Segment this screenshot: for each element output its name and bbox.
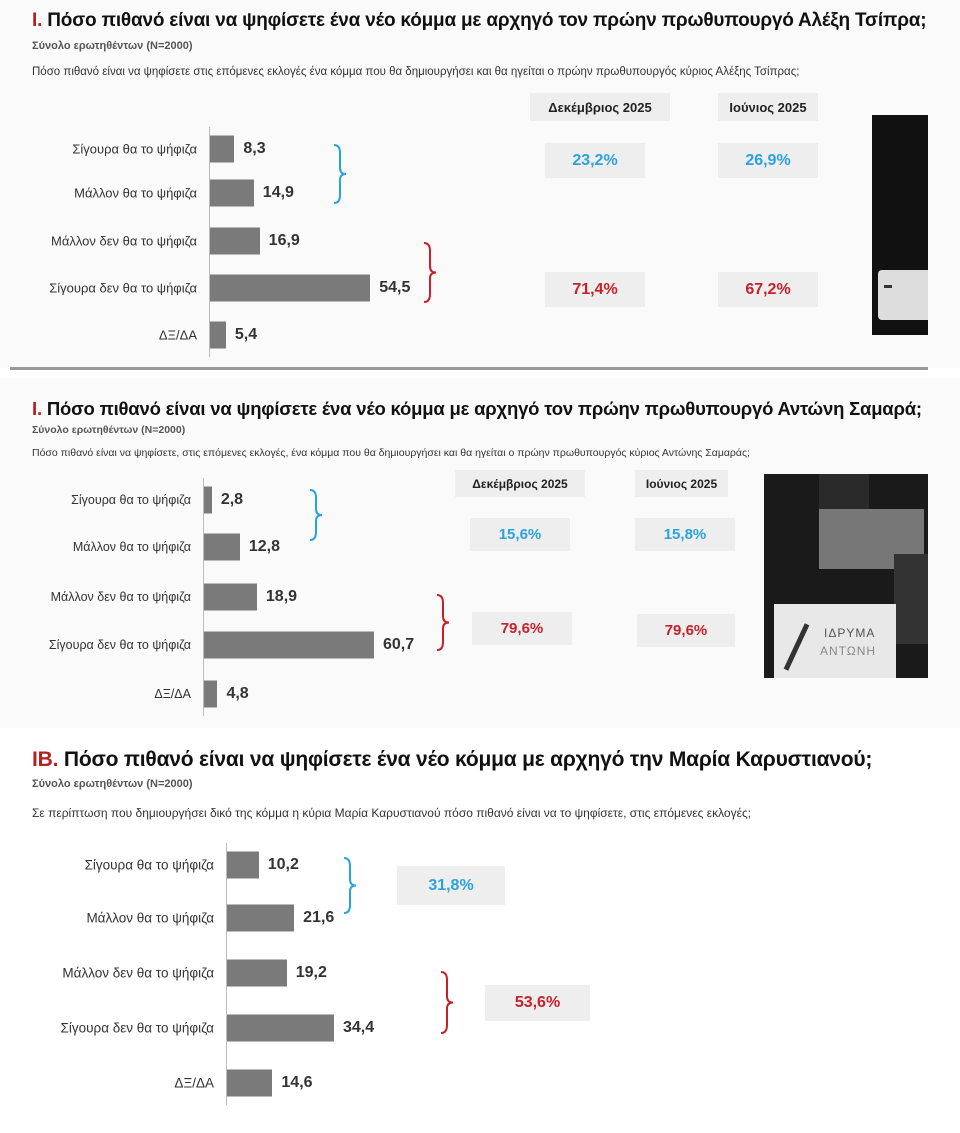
column-header-dec: Δεκέμβριος 2025 bbox=[530, 93, 670, 121]
summary-negative-jun: 67,2% bbox=[718, 272, 818, 307]
brace-positive bbox=[309, 489, 323, 541]
data-label: 34,4 bbox=[342, 1019, 375, 1036]
chart-subtitle: Σύνολο ερωτηθέντων (N=2000) bbox=[32, 778, 193, 790]
chart-subtitle: Σύνολο ερωτηθέντων (N=2000) bbox=[32, 40, 193, 52]
bar bbox=[204, 631, 374, 659]
chart-title: I. Πόσο πιθανό είναι να ψηφίσετε ένα νέο… bbox=[32, 398, 922, 419]
brace-negative bbox=[423, 242, 437, 303]
category-axis bbox=[203, 478, 204, 716]
category-label: ΔΞ/ΔΑ bbox=[174, 1075, 214, 1091]
brace-positive bbox=[343, 857, 357, 914]
data-label: 8,3 bbox=[243, 140, 266, 157]
question-text: Πόσο πιθανό είναι να ψηφίσετε στις επόμε… bbox=[32, 66, 800, 78]
bar bbox=[227, 959, 287, 987]
question-text: Σε περίπτωση που δημιουργήσει δικό της κ… bbox=[32, 806, 752, 820]
bar bbox=[210, 227, 260, 255]
chart-subtitle: Σύνολο ερωτηθέντων (N=2000) bbox=[32, 424, 186, 436]
category-label: Μάλλον θα το ψήφιζα bbox=[72, 540, 191, 554]
category-label: Σίγουρα δεν θα το ψήφιζα bbox=[60, 1020, 214, 1036]
data-label: 21,6 bbox=[303, 909, 335, 926]
photo-tsipras bbox=[872, 115, 928, 335]
category-axis bbox=[209, 127, 210, 357]
column-header-dec: Δεκέμβριος 2025 bbox=[455, 470, 585, 497]
category-label: Μάλλον δεν θα το ψήφιζα bbox=[51, 233, 197, 249]
data-label: 12,8 bbox=[248, 538, 280, 555]
category-label: Μάλλον θα το ψήφιζα bbox=[86, 910, 214, 926]
summary-negative: 53,6% bbox=[485, 985, 590, 1021]
category-label: Μάλλον θα το ψήφιζα bbox=[74, 185, 197, 201]
bar bbox=[204, 583, 257, 611]
data-label: 60,7 bbox=[382, 636, 415, 653]
bar bbox=[227, 904, 295, 932]
category-label: Σίγουρα θα το ψήφιζα bbox=[71, 493, 191, 507]
category-label: Σίγουρα θα το ψήφιζα bbox=[84, 857, 214, 873]
summary-positive-dec: 23,2% bbox=[545, 143, 645, 178]
summary-negative-dec: 71,4% bbox=[545, 272, 645, 307]
brace-positive bbox=[333, 144, 347, 204]
category-label: Σίγουρα δεν θα το ψήφιζα bbox=[49, 280, 197, 296]
data-label: 54,5 bbox=[379, 279, 411, 296]
category-label: Σίγουρα θα το ψήφιζα bbox=[72, 141, 197, 157]
category-label: Μάλλον δεν θα το ψήφιζα bbox=[62, 965, 214, 981]
bar bbox=[210, 179, 254, 207]
data-label: 14,6 bbox=[281, 1074, 313, 1091]
category-label: Μάλλον δεν θα το ψήφιζα bbox=[50, 590, 191, 604]
bar bbox=[210, 274, 371, 302]
category-label: ΔΞ/ΔΑ bbox=[154, 687, 191, 701]
data-label: 18,9 bbox=[265, 588, 298, 605]
chart-title: I. Πόσο πιθανό είναι να ψηφίσετε ένα νέο… bbox=[32, 10, 927, 31]
brace-negative bbox=[440, 971, 454, 1034]
panel-karystianou bbox=[0, 740, 960, 1133]
summary-positive-jun: 26,9% bbox=[718, 143, 818, 178]
bar bbox=[227, 1014, 334, 1042]
data-label: 4,8 bbox=[226, 685, 249, 702]
bar bbox=[210, 135, 235, 163]
summary-positive-dec: 15,6% bbox=[470, 518, 570, 551]
data-label: 10,2 bbox=[267, 856, 299, 873]
data-label: 14,9 bbox=[262, 184, 294, 201]
category-label: Σίγουρα δεν θα το ψήφιζα bbox=[48, 638, 191, 652]
photo-samaras: ΙΔΡΥΜΑ ΑΝΤΩΝΗ bbox=[764, 474, 928, 678]
summary-positive-jun: 15,8% bbox=[635, 518, 735, 551]
category-axis bbox=[226, 843, 227, 1105]
data-label: 16,9 bbox=[268, 232, 300, 249]
category-label: ΔΞ/ΔΑ bbox=[158, 327, 197, 343]
summary-positive: 31,8% bbox=[397, 866, 505, 905]
bar bbox=[204, 486, 212, 514]
summary-negative-dec: 79,6% bbox=[472, 612, 572, 645]
brace-negative bbox=[436, 594, 450, 651]
summary-negative-jun: 79,6% bbox=[637, 614, 735, 647]
question-text: Πόσο πιθανό είναι να ψηφίσετε, στις επόμ… bbox=[32, 447, 750, 459]
bar bbox=[227, 1069, 273, 1097]
data-label: 5,4 bbox=[234, 326, 258, 343]
divider bbox=[10, 367, 928, 370]
column-header-jun: Ιούνιος 2025 bbox=[718, 93, 818, 121]
column-header-jun: Ιούνιος 2025 bbox=[635, 470, 728, 497]
chart-title: ΙΒ. Πόσο πιθανό είναι να ψηφίσετε ένα νέ… bbox=[32, 748, 873, 771]
bar bbox=[204, 680, 218, 708]
data-label: 2,8 bbox=[220, 491, 244, 508]
bar bbox=[210, 321, 226, 349]
bar bbox=[204, 533, 240, 561]
bar bbox=[227, 851, 259, 879]
data-label: 19,2 bbox=[295, 964, 327, 981]
